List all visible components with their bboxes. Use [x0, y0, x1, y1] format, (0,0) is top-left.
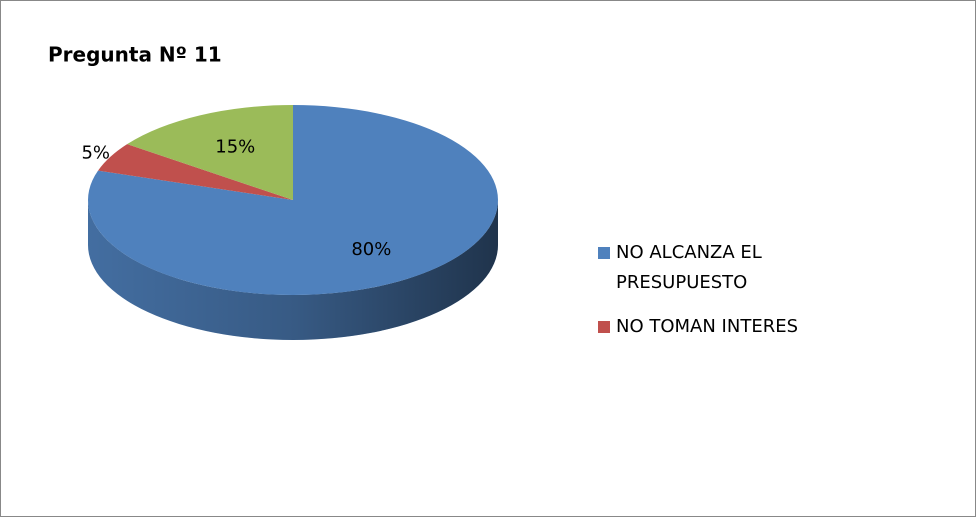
legend-entry: NO TOMAN INTERES: [598, 312, 838, 342]
slice: [98, 144, 293, 200]
legend-label: NO ALCANZA EL PRESUPUESTO: [616, 242, 762, 293]
legend-swatch: [598, 247, 610, 259]
legend-label: NO TOMAN INTERES: [616, 316, 798, 337]
slice: [127, 105, 293, 200]
chart-title: Pregunta Nº 11: [48, 43, 222, 67]
data-label: 80%: [351, 239, 391, 260]
legend-swatch: [598, 321, 610, 333]
legend-entry: NO ALCANZA EL PRESUPUESTO: [598, 238, 838, 298]
legend: NO ALCANZA EL PRESUPUESTO NO TOMAN INTERE…: [598, 238, 838, 356]
data-label: 5%: [81, 142, 110, 163]
data-label: 15%: [215, 137, 255, 158]
slice-side-shade: [88, 200, 498, 340]
